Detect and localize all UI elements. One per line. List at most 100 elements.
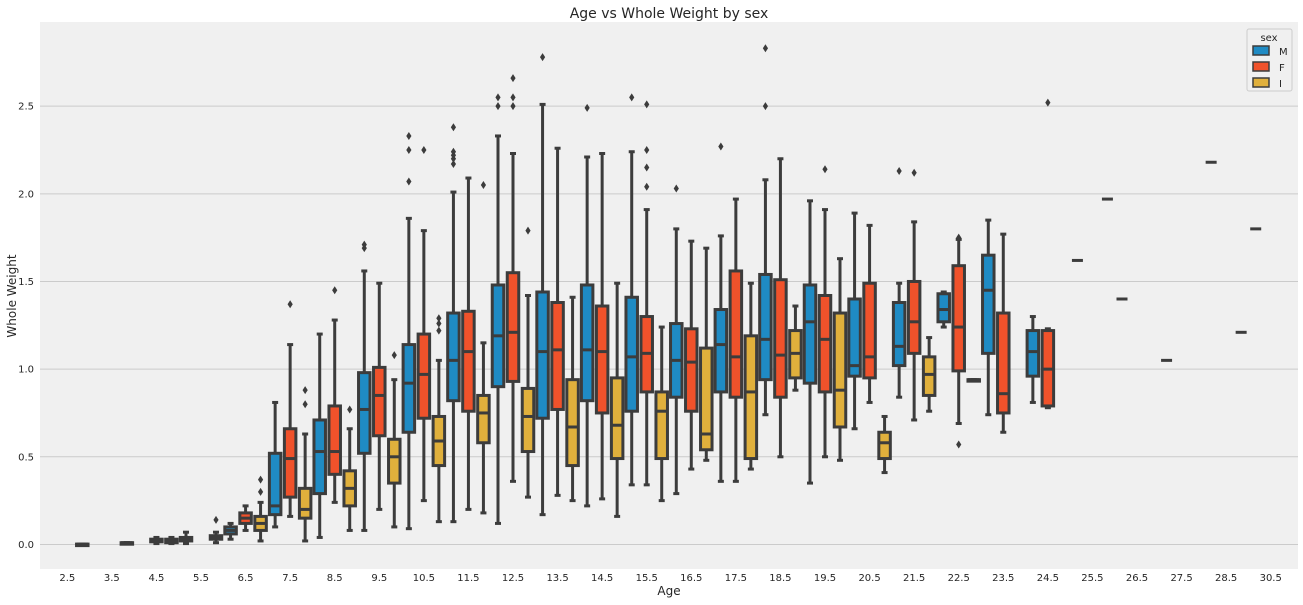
box-body — [416, 332, 432, 420]
box-I-19.5 — [832, 257, 848, 462]
legend-swatch-f — [1252, 61, 1270, 72]
box-F-9.5 — [372, 281, 387, 511]
outlier-marker — [956, 440, 962, 449]
x-tick-label: 12.5 — [502, 573, 524, 584]
outlier-marker — [406, 177, 412, 186]
box-I-2.5 — [75, 542, 90, 548]
grid-lines — [40, 105, 1298, 545]
box-body — [891, 301, 907, 368]
outlier-marker — [673, 184, 679, 193]
x-tick-label: 20.5 — [858, 573, 880, 584]
box-M-22.5 — [936, 290, 951, 329]
box-body — [921, 355, 937, 397]
outlier-marker — [510, 102, 516, 111]
y-tick-label: 1.0 — [18, 365, 34, 376]
box-body — [505, 271, 521, 383]
box-I-15.5 — [654, 325, 669, 503]
box-M-5.5 — [178, 530, 194, 546]
outlier-marker — [629, 93, 635, 102]
box-body — [624, 295, 639, 413]
box-F-14.5 — [594, 151, 610, 501]
outlier-marker — [584, 103, 590, 112]
outlier-marker — [956, 233, 962, 242]
outlier-marker — [644, 100, 650, 109]
outlier-marker — [510, 93, 516, 102]
box-body — [906, 279, 922, 355]
x-tick-label: 11.5 — [457, 573, 479, 584]
box-body — [758, 272, 773, 382]
x-tick-label: 27.5 — [1170, 573, 1192, 584]
outlier-marker — [436, 314, 442, 323]
outlier-marker — [257, 487, 264, 496]
outlier-marker — [287, 300, 293, 309]
box-body — [981, 253, 996, 355]
outlier-marker — [302, 386, 308, 395]
box-I-8.5 — [342, 405, 357, 532]
box-body — [594, 304, 610, 415]
outlier-marker — [495, 93, 501, 102]
outlier-marker — [406, 131, 412, 140]
box-I-21.5 — [921, 336, 937, 413]
box-F-16.5 — [684, 239, 699, 471]
box-M-12.5 — [490, 93, 506, 525]
x-tick-label: 7.5 — [282, 573, 298, 584]
box-M-24.5 — [1025, 315, 1041, 404]
x-tick-label: 16.5 — [680, 573, 702, 584]
box-body — [401, 343, 417, 434]
x-tick-label: 13.5 — [546, 573, 568, 584]
outlier-marker — [1045, 98, 1051, 107]
box-body — [951, 264, 966, 373]
box-F-12.5 — [505, 74, 521, 483]
outlier-marker — [644, 145, 650, 154]
y-tick-label: 2.5 — [18, 102, 34, 113]
box-body — [476, 393, 491, 445]
box-body — [520, 386, 536, 454]
box-F-22.5 — [951, 233, 966, 449]
box-body — [327, 404, 342, 476]
outlier-marker — [450, 123, 457, 132]
box-I-17.5 — [743, 281, 759, 471]
box-body — [267, 451, 283, 517]
box-F-4.5 — [149, 535, 164, 546]
boxes — [75, 44, 1262, 548]
outlier-marker — [450, 147, 457, 156]
outlier-marker — [406, 145, 412, 154]
outlier-marker — [525, 226, 531, 235]
outlier-marker — [347, 405, 353, 414]
x-tick-label: 4.5 — [148, 573, 164, 584]
legend-swatch-m — [1252, 45, 1270, 56]
outlier-marker — [361, 240, 367, 249]
outlier-marker — [510, 74, 516, 83]
chart-title: Age vs Whole Weight by sex — [570, 6, 769, 22]
outlier-marker — [911, 168, 917, 177]
box-body — [728, 269, 744, 399]
box-body — [535, 290, 550, 420]
box-M-6.5 — [223, 521, 238, 541]
outlier-marker — [436, 319, 442, 328]
box-I-3.5 — [119, 541, 135, 546]
box-F-19.5 — [817, 165, 833, 459]
box-F-10.5 — [416, 145, 432, 503]
outlier-marker — [391, 351, 397, 360]
box-F-23.5 — [996, 232, 1011, 434]
x-tick-label: 30.5 — [1260, 573, 1282, 584]
outlier-marker — [539, 53, 546, 62]
box-F-15.5 — [639, 100, 654, 487]
box-I-13.5 — [565, 295, 580, 503]
box-F-21.5 — [906, 168, 922, 422]
box-I-22.5 — [966, 378, 981, 383]
box-body — [550, 301, 565, 411]
legend-label-f: F — [1279, 63, 1285, 74]
box-body — [579, 283, 595, 403]
box-body — [832, 311, 848, 429]
box-body — [565, 378, 580, 468]
x-tick-label: 18.5 — [769, 573, 791, 584]
legend: sex M F I — [1246, 28, 1293, 92]
box-I-12.5 — [520, 226, 536, 499]
box-I-5.5 — [208, 515, 224, 545]
box-M-20.5 — [847, 211, 862, 431]
box-F-11.5 — [461, 176, 476, 511]
box-body — [743, 334, 759, 461]
outlier-marker — [718, 142, 724, 151]
x-tick-label: 23.5 — [992, 573, 1014, 584]
